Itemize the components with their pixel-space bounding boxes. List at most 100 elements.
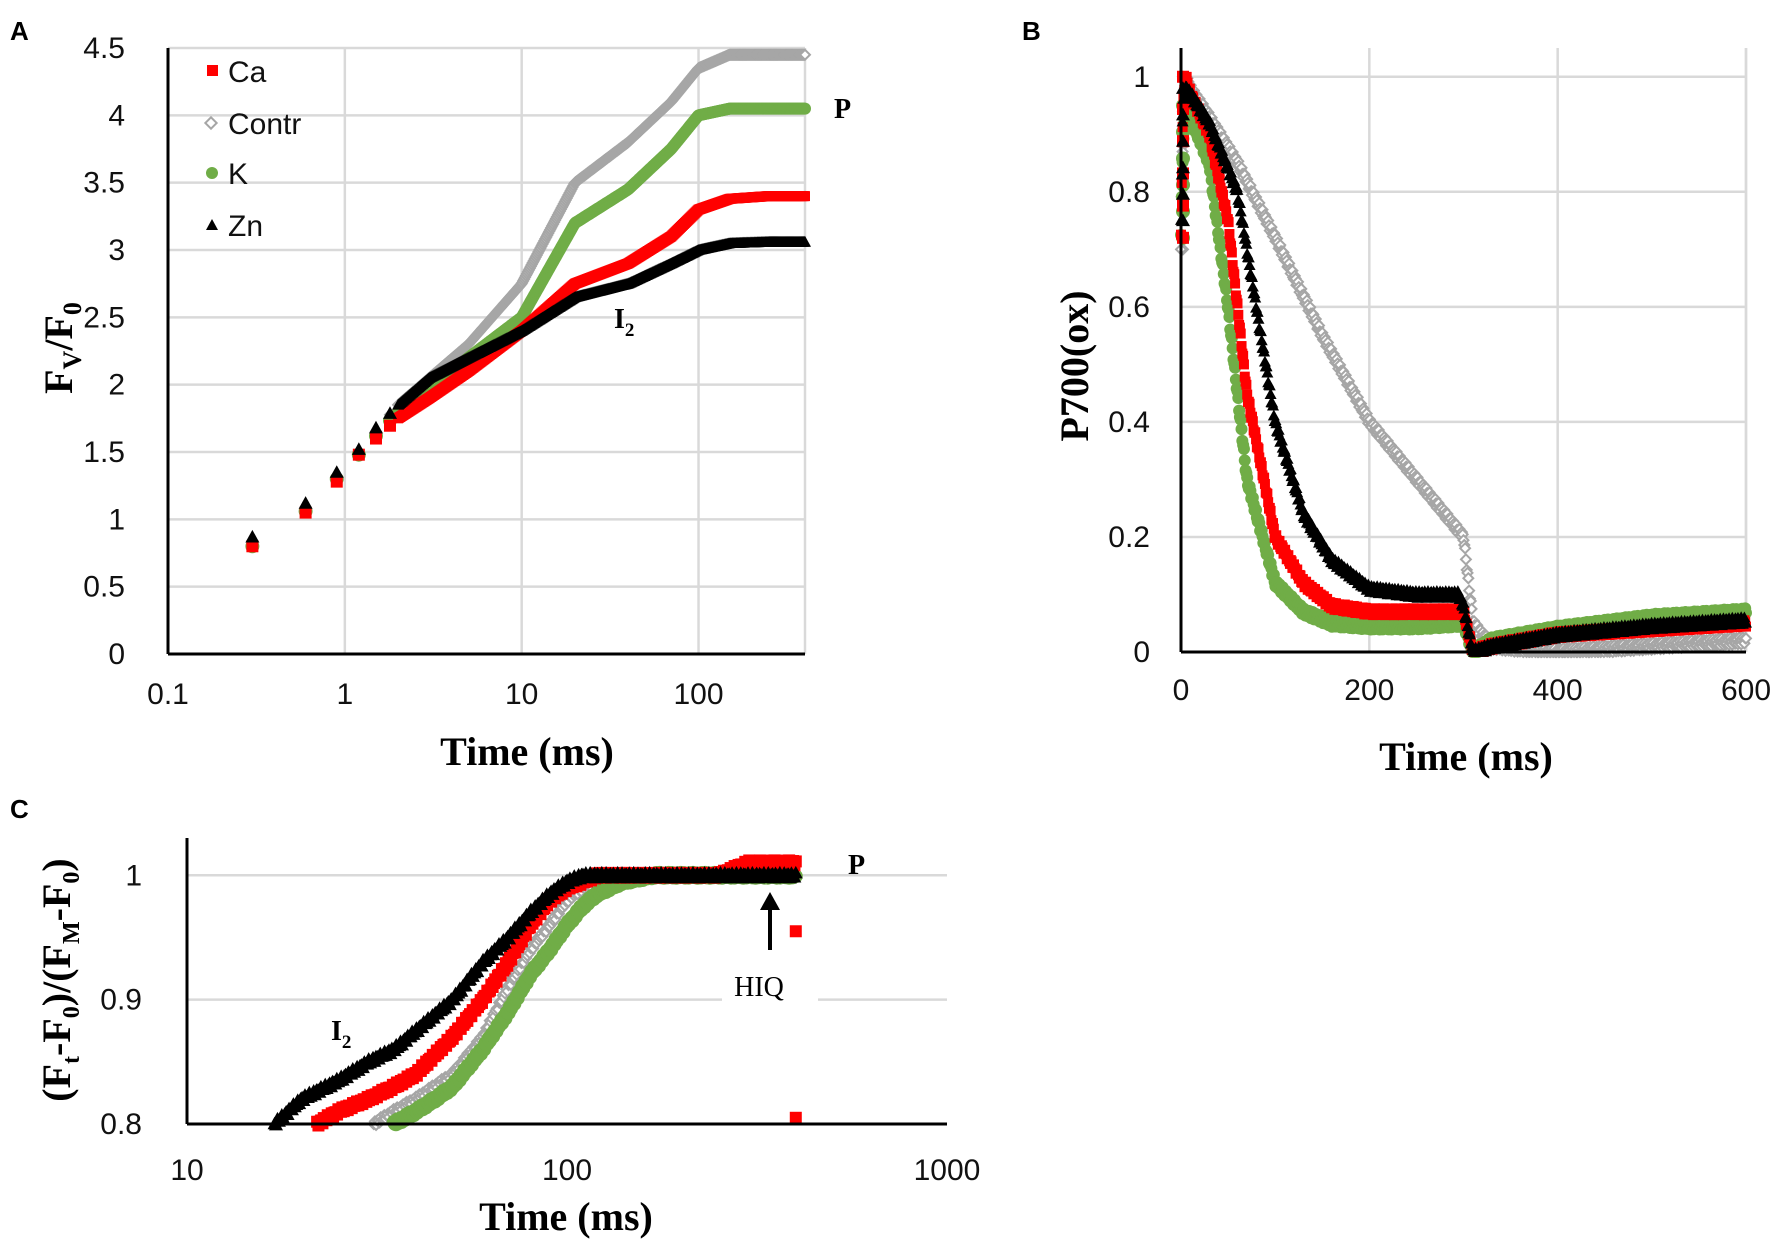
y-tick-label-3: 0.6 [1108, 291, 1150, 324]
panel-a-x-ticks: 0.1 1 10 100 [147, 678, 723, 711]
y-tick-label-5: 2.5 [83, 301, 125, 334]
legend-label-zn: Zn [228, 210, 263, 243]
panel-a-y-title-sep: /F [36, 315, 81, 352]
x-tick-label-1: 1 [336, 678, 353, 711]
legend-marker-zn [206, 219, 218, 230]
panel-a-y-ticks: 0 0.5 1 1.5 2 2.5 3 3.5 4 4.5 [83, 32, 125, 671]
panel-a-y-title-sub-v: V [58, 350, 87, 369]
x-tick-label-0: 10 [170, 1154, 203, 1187]
panel-c-x-ticks: 10 100 1000 [170, 1154, 980, 1187]
x-tick-label-0: 0.1 [147, 678, 189, 711]
y-tick-label-4: 2 [108, 369, 125, 402]
y-tick-label-8: 4 [108, 99, 125, 132]
y-tick-label-7: 3.5 [83, 167, 125, 200]
panel-a-series [245, 48, 812, 554]
panel-a-y-title-f: F [36, 369, 81, 393]
marker-contr-426 [798, 48, 812, 62]
marker-ca-117 [1265, 505, 1276, 516]
marker-k-426 [799, 102, 811, 115]
y-tick-label-0: 0.8 [100, 1108, 142, 1141]
x-tick-label-1: 200 [1344, 674, 1394, 707]
marker-zn-1 [298, 496, 313, 509]
panel-b-y-ticks: 00.20.40.60.81 [1108, 61, 1150, 669]
marker-k-81 [1235, 423, 1248, 436]
marker-ca-426 [800, 191, 810, 202]
marker-ca-2 [330, 475, 343, 488]
panel-c-label: C [10, 794, 29, 824]
marker-ca-76 [1232, 298, 1243, 309]
marker-contr-359 [1459, 552, 1473, 566]
panel-a-annotation-i2-sub: 2 [625, 320, 635, 341]
marker-ca-0 [246, 540, 259, 553]
panel-b: B 0 0.2 0.4 0.6 0.8 1 0 200 400 600 Time (ms) P7… [1022, 16, 1771, 779]
marker-zn-0 [245, 529, 260, 543]
marker-ca-95 [1247, 416, 1258, 427]
y-tick-label-4: 0.8 [1108, 176, 1150, 209]
panel-b-series [1174, 70, 1753, 659]
marker-zn-4 [368, 420, 383, 434]
panel-b-label: B [1022, 16, 1041, 46]
panel-a-y-title: FV/F0 [36, 302, 87, 394]
y-tick-label-0: 0 [108, 638, 125, 671]
legend-marker-k [206, 167, 218, 179]
panel-b-x-ticks: 0 200 400 600 [1173, 674, 1771, 707]
panel-a-x-title: Time (ms) [440, 729, 614, 774]
legend-label-k: K [228, 158, 248, 191]
marker-zn-3 [351, 442, 366, 455]
y-tick-label-5: 1 [1133, 61, 1150, 94]
legend-marker-ca [207, 65, 218, 76]
marker-ca-77 [1233, 309, 1244, 320]
panel-c-y-ticks: 0.8 0.9 1 [100, 859, 142, 1141]
marker-ca-54 [1214, 174, 1225, 185]
y-tick-label-2: 1 [108, 503, 125, 536]
panel-a-label: A [10, 16, 29, 46]
y-tick-label-1: 0.5 [83, 571, 125, 604]
marker-ca-4 [369, 432, 382, 445]
marker-ca-87 [1241, 379, 1252, 390]
y-tick-label-3: 1.5 [83, 436, 125, 469]
marker-ca-66 [1224, 229, 1235, 240]
marker-ca-80 [1235, 328, 1246, 339]
panel-a-y-title-sub-0: 0 [58, 302, 87, 315]
marker-k-51 [1211, 215, 1224, 228]
marker-ca-1 [1177, 199, 1189, 212]
marker-ca-73 [1230, 278, 1241, 289]
y-tick-label-6: 3 [108, 234, 125, 267]
legend-label-ca: Ca [228, 56, 267, 89]
marker-ca-1 [299, 506, 312, 519]
marker-ca-84 [1238, 359, 1249, 370]
x-tick-label-0: 0 [1173, 674, 1190, 707]
legend-label-contr: Contr [228, 108, 301, 141]
marker-ca-102 [1253, 443, 1264, 454]
panel-a-annotation-i2: I2 [614, 304, 634, 341]
panel-c: C 0.80.91 10 100 1000 HIQ P I2 Time (ms) (… [10, 794, 980, 1239]
x-tick-label-3: 600 [1721, 674, 1771, 707]
panel-b-y-title: P700(ox) [1052, 290, 1097, 441]
panel-a-annotation-p: P [834, 94, 851, 125]
marker-ca-5 [383, 419, 396, 432]
x-tick-label-2: 400 [1533, 674, 1583, 707]
marker-ca-106 [1256, 461, 1267, 472]
marker-k-84 [1237, 442, 1250, 455]
marker-zn-2 [329, 465, 344, 478]
marker-ca-65 [1223, 217, 1234, 228]
marker-ca-91 [1244, 398, 1255, 409]
marker-ca-69 [1226, 247, 1237, 258]
panel-a: A 00.511.522.533.544.5 0.1 1 10 100 Ca Cont… [10, 16, 851, 774]
y-tick-label-1: 0.9 [100, 984, 142, 1017]
x-tick-label-2: 1000 [914, 1154, 981, 1187]
y-tick-label-1: 0.2 [1108, 521, 1150, 554]
y-tick-label-9: 4.5 [83, 32, 125, 65]
marker-ca-72 [1229, 269, 1240, 280]
panel-a-annotation-i2-main: I [614, 304, 625, 335]
marker-ca-58 [1217, 189, 1228, 200]
y-tick-label-2: 1 [125, 859, 142, 892]
y-tick-label-2: 0.4 [1108, 406, 1150, 439]
x-tick-label-1: 100 [542, 1154, 592, 1187]
panel-a-legend: Ca Contr K Zn [203, 56, 301, 243]
panel-b-x-title: Time (ms) [1379, 734, 1553, 779]
marker-ca-83 [1238, 350, 1249, 361]
marker-k-55 [1214, 241, 1227, 254]
x-tick-label-2: 10 [505, 678, 538, 711]
